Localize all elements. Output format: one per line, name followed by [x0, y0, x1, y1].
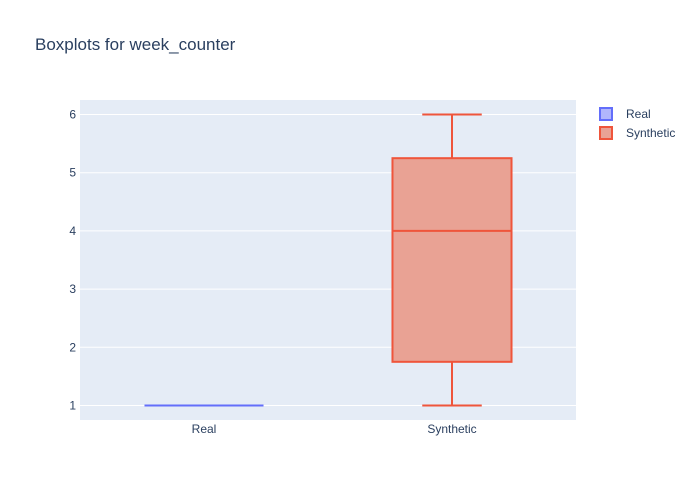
x-axis-ticks: Real Synthetic [192, 422, 477, 436]
legend-label: Real [626, 107, 651, 121]
x-tick-label: Synthetic [427, 422, 476, 436]
y-tick-label: 1 [69, 398, 76, 412]
legend-item-synthetic[interactable]: Synthetic [599, 126, 675, 140]
legend-swatch [599, 107, 613, 121]
boxes [144, 113, 513, 407]
iqr-box [391, 157, 513, 363]
y-tick-label: 3 [69, 282, 76, 296]
y-tick-label: 4 [69, 224, 76, 238]
y-tick-label: 2 [69, 340, 76, 354]
box-synthetic [391, 113, 513, 407]
y-tick-label: 6 [69, 108, 76, 122]
y-tick-label: 5 [69, 166, 76, 180]
legend-swatch [599, 126, 613, 140]
legend-item-real[interactable]: Real [599, 107, 651, 121]
chart-title: Boxplots for week_counter [35, 35, 236, 54]
y-axis-ticks: 1 2 3 4 5 6 [69, 108, 76, 413]
legend: Real Synthetic [599, 107, 675, 140]
legend-label: Synthetic [626, 126, 675, 140]
x-tick-label: Real [192, 422, 217, 436]
